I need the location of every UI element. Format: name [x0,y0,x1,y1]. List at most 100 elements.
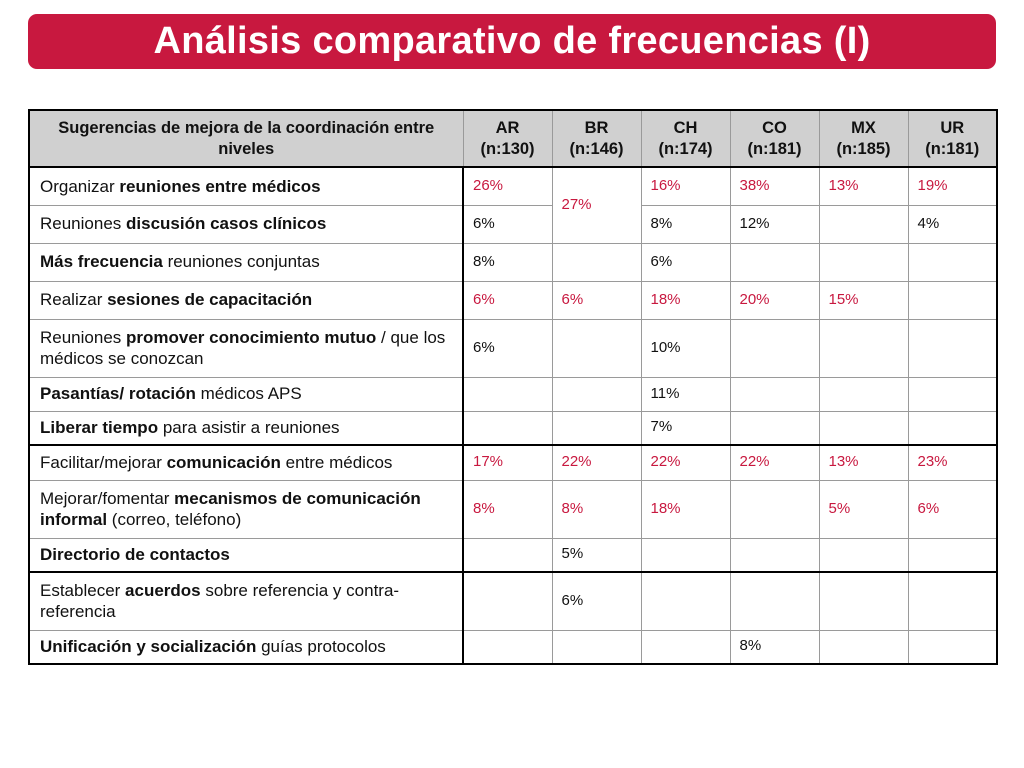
country-code: BR [584,118,609,137]
cell-ch [640,537,731,573]
cell-mx [818,629,909,665]
header-row: Sugerencias de mejora de la coordinación… [28,109,998,168]
country-code: UR [940,118,965,137]
row-label-bold: Liberar tiempo [40,418,159,438]
sample-size: (n:181) [747,139,802,158]
cell-co: 38% [729,166,820,206]
cell-ch: 6% [640,242,731,282]
cell-mx [818,537,909,573]
cell-ar [462,376,553,412]
row-label-text: para asistir a reuniones [158,418,340,438]
sample-size: (n:185) [836,139,891,158]
country-code: MX [851,118,876,137]
row-label-text: guías protocolos [256,637,386,657]
title-banner: Análisis comparativo de frecuencias (I) [28,14,996,69]
row-label-text: Organizar [40,176,120,196]
cell-ar [462,629,553,665]
cell-mx: 13% [818,166,909,206]
cell-mx: 5% [818,479,909,539]
sample-size: (n:146) [569,139,624,158]
cell-ur [907,571,998,631]
frequency-table: Sugerencias de mejora de la coordinación… [28,109,998,665]
cell-ur: 4% [907,204,998,244]
table-row: Mejorar/fomentar mecanismos de comunicac… [28,479,998,539]
cell-ch: 11% [640,376,731,412]
cell-mx [818,571,909,631]
row-label-bold: Más frecuencia [40,252,163,272]
row-label-bold: promover conocimiento mutuo [126,327,377,347]
header-ch: CH (n:174) [640,109,731,168]
cell-br: 6% [551,280,642,320]
cell-ar [462,410,553,446]
row-label-text: Reuniones [40,214,127,234]
row-label: Establecer acuerdos sobre referencia y c… [28,571,464,631]
row-label: Mejorar/fomentar mecanismos de comunicac… [28,479,464,539]
header-co: CO (n:181) [729,109,820,168]
row-label-bold: Pasantías/ rotación [40,384,196,404]
cell-ar: 8% [462,242,553,282]
row-label: Pasantías/ rotación médicos APS [28,376,464,412]
cell-ar: 17% [462,444,553,481]
table-row: Reuniones promover conocimiento mutuo / … [28,318,998,378]
cell-ch: 22% [640,444,731,481]
row-label: Liberar tiempo para asistir a reuniones [28,410,464,446]
sample-size: (n:174) [658,139,713,158]
cell-co [729,571,820,631]
cell-mx: 15% [818,280,909,320]
table-body: Organizar reuniones entre médicos 26% 27% 1… [28,166,998,665]
slide-title: Análisis comparativo de frecuencias (I) [153,20,871,62]
cell-co [729,242,820,282]
cell-ur: 6% [907,479,998,539]
cell-ur [907,410,998,446]
row-label-text: (correo, teléfono) [107,510,242,529]
row-label: Más frecuencia reuniones conjuntas [28,242,464,282]
row-label-bold: Unificación y socialización [40,637,257,657]
table-row: Realizar sesiones de capacitación 6% 6% 18%… [28,280,998,320]
row-label-text: / que los médicos se conozcan [40,327,446,368]
cell-co: 20% [729,280,820,320]
row-label-text: Reuniones [40,327,127,347]
country-code: AR [495,118,520,137]
cell-br [551,242,642,282]
sample-size: (n:181) [925,139,980,158]
cell-co: 22% [729,444,820,481]
row-label-text: entre médicos [280,453,393,473]
cell-ar [462,537,553,573]
row-label: Facilitar/mejorar comunicación entre méd… [28,444,464,481]
cell-br [551,318,642,378]
row-label-bold: Directorio de contactos [40,545,230,565]
cell-mx [818,410,909,446]
row-label: Reuniones discusión casos clínicos [28,204,464,244]
country-code: CO [762,118,787,137]
table-row: Liberar tiempo para asistir a reuniones 7… [28,410,998,446]
row-label-text: sobre referencia y contra-referencia [40,581,400,622]
cell-br [551,410,642,446]
header-br: BR (n:146) [551,109,642,168]
cell-ch: 18% [640,280,731,320]
header-ar: AR (n:130) [462,109,553,168]
cell-ur: 19% [907,166,998,206]
table-row: Directorio de contactos 5% [28,537,998,573]
cell-ar: 6% [462,318,553,378]
cell-ch: 16% [640,166,731,206]
table-row: Reuniones discusión casos clínicos 6% 8% 12… [28,204,998,244]
cell-ch: 8% [640,204,731,244]
cell-co [729,410,820,446]
cell-ch: 7% [640,410,731,446]
header-mx: MX (n:185) [818,109,909,168]
cell-ar: 8% [462,479,553,539]
table-row: Más frecuencia reuniones conjuntas 8% 6% [28,242,998,282]
cell-mx [818,318,909,378]
row-label-text: Realizar [40,290,108,310]
row-label: Organizar reuniones entre médicos [28,166,464,206]
cell-ar: 26% [462,166,553,206]
row-label-bold: acuerdos [125,581,201,600]
row-label-text: Mejorar/fomentar [40,488,175,508]
cell-ur [907,376,998,412]
sample-size: (n:130) [480,139,535,158]
cell-ur [907,318,998,378]
cell-ar [462,571,553,631]
cell-co [729,479,820,539]
cell-br: 5% [551,537,642,573]
row-label-text: médicos APS [195,384,302,404]
